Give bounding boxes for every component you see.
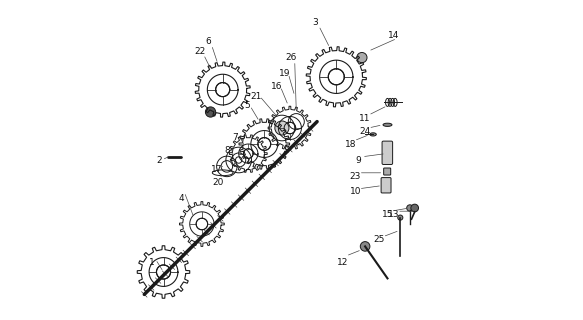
Text: 8: 8 xyxy=(224,146,230,155)
Circle shape xyxy=(357,52,367,63)
Circle shape xyxy=(216,83,230,97)
Text: 25: 25 xyxy=(374,236,385,244)
Text: 21: 21 xyxy=(251,92,262,100)
Ellipse shape xyxy=(383,123,392,126)
FancyBboxPatch shape xyxy=(382,141,392,164)
Text: 3: 3 xyxy=(312,18,318,27)
Text: 4: 4 xyxy=(178,194,184,203)
Text: 22: 22 xyxy=(195,47,206,56)
Circle shape xyxy=(244,149,253,158)
Circle shape xyxy=(156,265,171,279)
FancyBboxPatch shape xyxy=(384,168,391,175)
Circle shape xyxy=(360,242,370,251)
Text: 14: 14 xyxy=(388,31,399,40)
Text: 11: 11 xyxy=(359,114,371,123)
Circle shape xyxy=(284,122,296,134)
Text: 13: 13 xyxy=(388,210,400,219)
Text: 1: 1 xyxy=(149,258,155,267)
Text: 6: 6 xyxy=(205,37,211,46)
Circle shape xyxy=(205,107,216,117)
Text: 9: 9 xyxy=(356,156,361,164)
Text: 16: 16 xyxy=(271,82,283,91)
Circle shape xyxy=(258,138,271,150)
Ellipse shape xyxy=(370,133,376,136)
Text: 12: 12 xyxy=(337,258,349,267)
Text: 5: 5 xyxy=(244,101,250,110)
Circle shape xyxy=(407,205,413,211)
Circle shape xyxy=(236,157,242,163)
Text: 15: 15 xyxy=(382,210,394,219)
Text: 2: 2 xyxy=(156,156,161,164)
Circle shape xyxy=(398,215,403,220)
Text: 10: 10 xyxy=(350,188,361,196)
Text: 20: 20 xyxy=(212,178,224,187)
FancyBboxPatch shape xyxy=(381,178,391,193)
Text: 26: 26 xyxy=(286,53,297,62)
Circle shape xyxy=(328,69,345,85)
Text: 17: 17 xyxy=(210,165,222,174)
Text: 24: 24 xyxy=(360,127,371,136)
Circle shape xyxy=(275,121,289,135)
Text: 23: 23 xyxy=(350,172,361,180)
Circle shape xyxy=(411,204,419,212)
Text: 19: 19 xyxy=(279,69,291,78)
Text: 18: 18 xyxy=(345,140,356,148)
Circle shape xyxy=(196,218,208,230)
Text: 7: 7 xyxy=(233,133,238,142)
